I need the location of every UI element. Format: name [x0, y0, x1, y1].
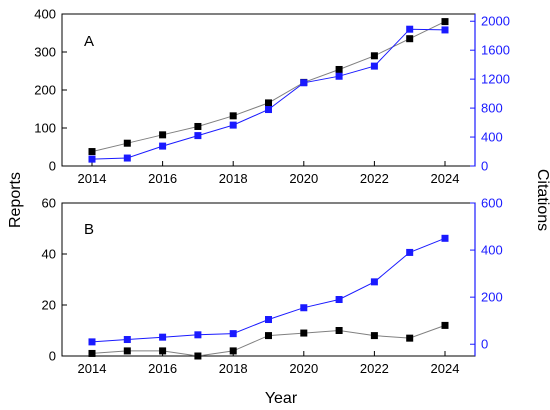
- panel-label: A: [84, 33, 94, 50]
- x-tick-label: 2018: [219, 361, 248, 376]
- y-left-tick-label: 300: [34, 45, 56, 60]
- reports-point: [229, 347, 237, 355]
- reports-point: [229, 112, 237, 120]
- reports-point: [265, 99, 272, 107]
- citations-point: [300, 304, 308, 312]
- x-tick-label: 2014: [78, 361, 107, 376]
- citations-point: [406, 248, 414, 256]
- citations-point: [123, 336, 131, 344]
- x-tick-label: 2014: [78, 171, 107, 186]
- citations-point: [406, 25, 414, 33]
- citations-point: [159, 333, 167, 341]
- y-right-tick-label: 1200: [481, 72, 510, 87]
- x-tick-label: 2024: [431, 361, 460, 376]
- reports-point: [123, 347, 131, 355]
- citations-point: [229, 330, 237, 338]
- y-axis-title-left: Reports: [7, 172, 24, 228]
- citations-point: [441, 234, 449, 242]
- citations-point: [229, 121, 237, 129]
- reports-point: [159, 131, 167, 139]
- y-left-tick-label: 200: [34, 83, 56, 98]
- reports-point: [335, 65, 343, 73]
- reports-point: [370, 332, 378, 340]
- reports-point: [123, 139, 131, 147]
- y-axis-title-right: Citations: [534, 169, 550, 231]
- reports-point: [335, 327, 343, 334]
- y-left-tick-label: 0: [49, 349, 56, 364]
- reports-point: [441, 321, 449, 329]
- x-axis-title: Year: [265, 390, 298, 407]
- reports-point: [300, 329, 308, 337]
- reports-line: [91, 324, 446, 357]
- x-tick-label: 2016: [148, 361, 177, 376]
- citations-point: [441, 26, 449, 34]
- x-tick-label: 2016: [148, 171, 177, 186]
- citations-point: [194, 331, 202, 339]
- y-right-tick-label: 400: [481, 130, 503, 145]
- y-left-tick-label: 100: [34, 121, 56, 136]
- y-left-tick-label: 40: [42, 247, 56, 262]
- citations-point: [88, 155, 96, 163]
- y-right-tick-label: 2000: [481, 14, 510, 29]
- citations-point: [159, 142, 167, 150]
- reports-point: [194, 352, 202, 360]
- reports-point: [406, 334, 414, 342]
- citations-point: [123, 154, 131, 162]
- reports-point: [159, 347, 167, 355]
- y-right-tick-label: 600: [481, 196, 503, 211]
- y-right-tick-label: 200: [481, 290, 503, 305]
- reports-point: [88, 148, 96, 156]
- y-left-tick-label: 60: [42, 196, 56, 211]
- x-tick-label: 2022: [360, 171, 389, 186]
- citations-point: [370, 278, 378, 286]
- reports-point: [441, 18, 449, 26]
- panel-a: 2014 2016 2018 2020 2022 2024 0 100 200 300 400 0 40…: [34, 7, 510, 187]
- y-left-tick-label: 400: [34, 7, 56, 22]
- reports-point: [265, 332, 272, 340]
- panel-label: B: [84, 221, 94, 238]
- y-right-tick-label: 1600: [481, 43, 510, 58]
- x-tick-label: 2018: [219, 171, 248, 186]
- x-tick-label: 2020: [289, 361, 318, 376]
- reports-point: [370, 52, 378, 60]
- y-right-tick-label: 400: [481, 243, 503, 258]
- citations-point: [300, 79, 308, 87]
- citations-point: [265, 106, 272, 114]
- citations-line: [91, 28, 446, 160]
- y-left-tick-label: 0: [49, 159, 56, 174]
- y-right-tick-label: 0: [481, 159, 488, 174]
- citations-point: [88, 338, 96, 346]
- citations-point: [265, 316, 272, 324]
- x-tick-label: 2020: [289, 171, 318, 186]
- citations-point: [370, 62, 378, 70]
- reports-point: [406, 35, 414, 43]
- reports-line: [91, 21, 446, 153]
- reports-point: [88, 349, 96, 357]
- y-right-tick-label: 0: [481, 337, 488, 352]
- y-right-tick-label: 800: [481, 101, 503, 116]
- reports-point: [194, 122, 202, 130]
- citations-point: [335, 296, 343, 304]
- citations-line: [91, 237, 446, 343]
- x-tick-label: 2024: [431, 171, 460, 186]
- panel-b: 2014 2016 2018 2020 2022 20240204060020040060…: [42, 196, 503, 377]
- x-tick-label: 2022: [360, 361, 389, 376]
- citations-point: [194, 132, 202, 140]
- y-left-tick-label: 20: [42, 298, 56, 313]
- citations-point: [335, 72, 343, 80]
